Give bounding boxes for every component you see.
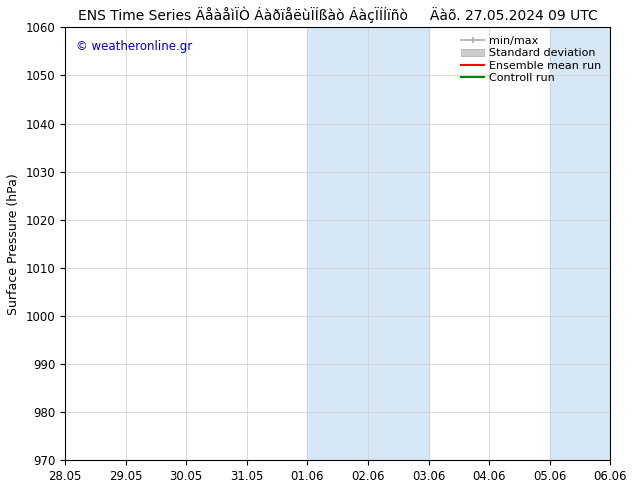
Bar bbox=[307, 27, 429, 460]
Text: © weatheronline.gr: © weatheronline.gr bbox=[76, 40, 192, 53]
Y-axis label: Surface Pressure (hPa): Surface Pressure (hPa) bbox=[7, 173, 20, 315]
Title: ENS Time Series ÄåàåìÏÒ ÁàðïåëùÏÍßàò ÁàçÏÍÍïñò     Äàõ. 27.05.2024 09 UTC: ENS Time Series ÄåàåìÏÒ ÁàðïåëùÏÍßàò Áàç… bbox=[78, 7, 597, 24]
Legend: min/max, Standard deviation, Ensemble mean run, Controll run: min/max, Standard deviation, Ensemble me… bbox=[458, 33, 605, 86]
Bar bbox=[550, 27, 611, 460]
